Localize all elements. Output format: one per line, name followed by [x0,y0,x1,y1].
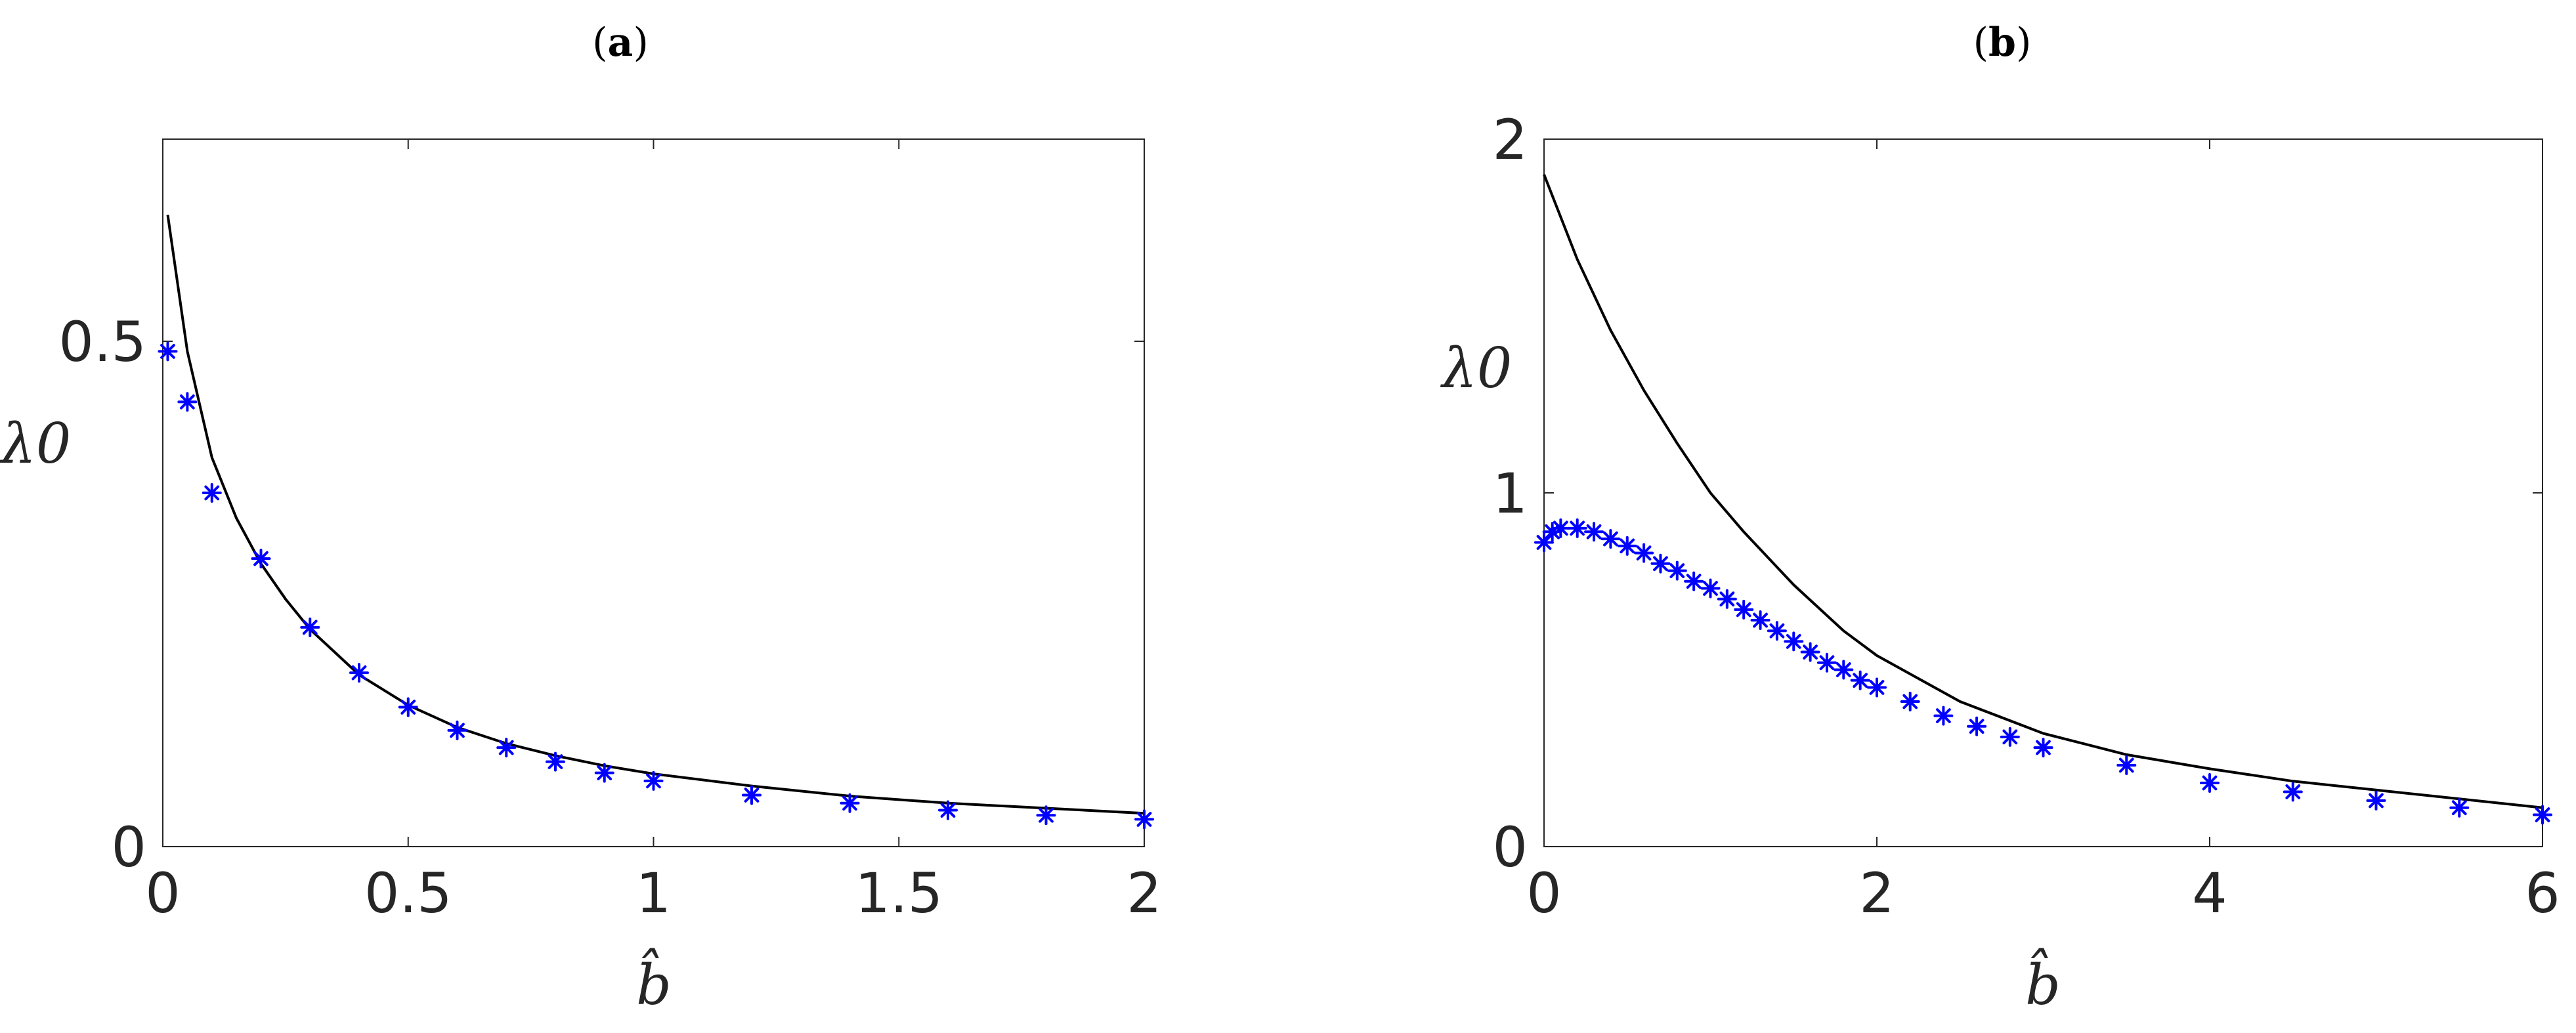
series-line-b [1543,174,2543,809]
x-tick-label-a: 1 [636,861,671,925]
x-tick-label-a: 0 [145,861,180,925]
data-point-b [1584,522,1604,542]
data-point-b [2533,805,2552,825]
panel-b-label: (b) [1973,20,2032,66]
x-tick-label-a: 0.5 [364,861,452,925]
data-point-b [2283,782,2303,802]
data-point-a [643,770,664,791]
data-point-a [1036,805,1056,826]
x-tick-label-b: 6 [2525,861,2560,925]
x-tick-label-a: 2 [1127,861,1161,925]
data-point-a [546,751,565,772]
data-point-b [1684,571,1704,591]
data-point-b [2200,772,2220,793]
data-point-b [1767,621,1787,641]
y-tick-label-b: 2 [1493,108,1528,172]
panel-b: 0 2 4 6 0 1 2 b̂ λ0 [1440,108,2560,1017]
data-point-a [447,720,467,740]
y-tick-label-a: 0.5 [58,310,146,374]
data-point-a [158,341,178,362]
data-point-b [2116,755,2137,776]
data-point-a [251,549,271,569]
x-tick-label-b: 0 [1526,861,1561,925]
data-point-b [1750,610,1771,631]
data-point-b [1717,589,1737,609]
data-point-a [300,617,320,637]
data-point-b [1900,692,1920,712]
data-point-b [1700,578,1721,599]
x-tick-label-a: 1.5 [855,861,943,925]
plot-frame-a [162,138,1145,847]
data-point-b [1967,716,1987,736]
data-point-b [1834,660,1854,680]
data-point-a [840,793,860,813]
y-tick-label-b: 0 [1493,815,1528,879]
y-axis-label-a: λ0 [0,411,71,476]
data-point-a [1134,809,1154,830]
data-point-b [2033,738,2053,758]
data-point-b [1933,706,1954,726]
y-tick-label-b: 1 [1493,461,1528,526]
data-point-b [1551,518,1571,538]
data-point-b [1734,599,1754,620]
data-point-b [1867,677,1887,698]
data-point-a [177,392,198,412]
data-point-b [1816,652,1837,673]
y-tick-label-a: 0 [112,815,146,879]
panel-a: 0 0.5 1 1.5 2 0 0.5 b̂ λ0 [0,138,1162,1017]
data-point-b [1617,536,1637,556]
data-point-a [349,663,369,683]
data-point-b [2366,790,2386,811]
data-point-a [594,763,614,783]
data-point-b [1600,529,1621,549]
data-point-b [1850,670,1870,690]
data-point-b [1634,543,1654,563]
data-point-a [938,800,958,820]
data-point-b [1650,553,1671,574]
data-point-b [1667,560,1687,581]
data-point-b [1567,518,1587,538]
data-point-b [1534,532,1554,553]
data-point-a [742,785,762,805]
data-point-b [2000,727,2020,747]
x-tick-label-b: 2 [1859,861,1894,925]
data-point-b [1784,631,1804,652]
x-axis-label-b: b̂ [2025,948,2061,1017]
y-axis-label-b: λ0 [1440,336,1513,400]
panel-a-label: (a) [592,20,649,66]
data-point-b [1800,642,1820,662]
x-tick-label-b: 4 [2192,861,2227,925]
x-axis-label-a: b̂ [636,948,672,1017]
data-point-b [2449,797,2470,818]
data-point-a [398,697,418,717]
series-line-a [166,215,1145,815]
data-point-a [496,738,517,758]
data-point-a [202,483,222,503]
